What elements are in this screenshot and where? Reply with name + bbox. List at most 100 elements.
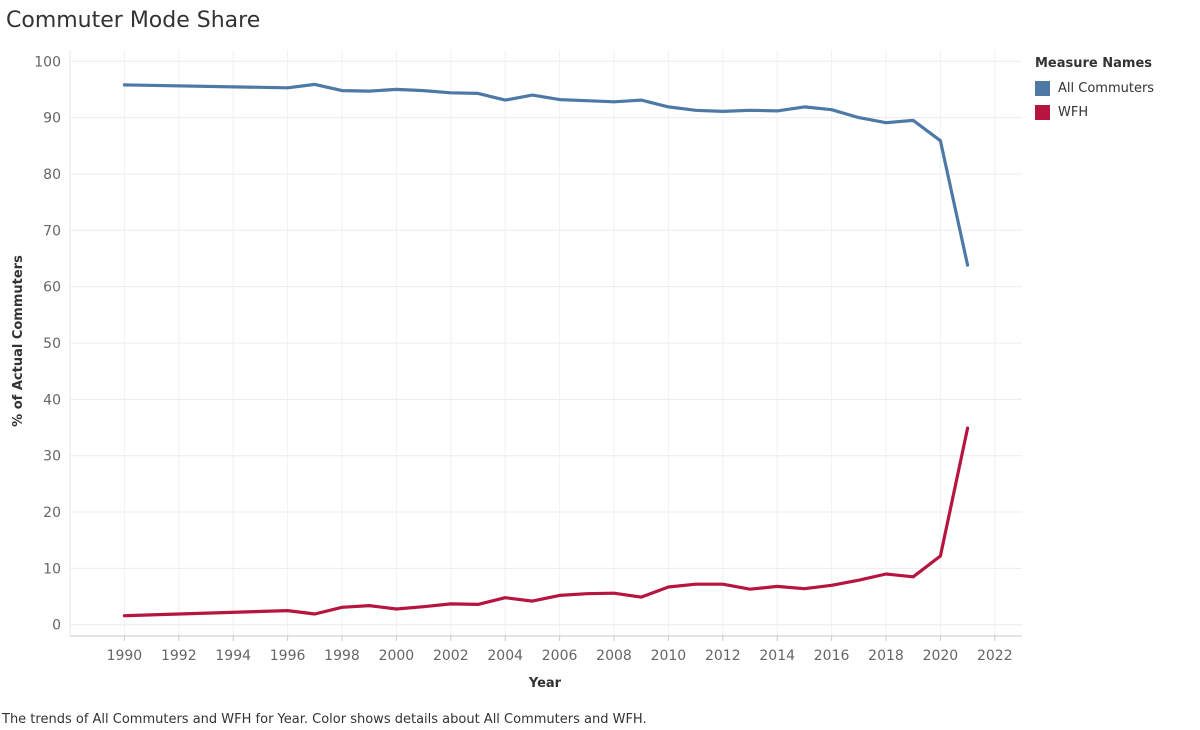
data-point-all-commuters[interactable] xyxy=(691,105,701,115)
data-point-wfh[interactable] xyxy=(827,580,837,590)
data-point-all-commuters[interactable] xyxy=(636,95,646,105)
data-point-all-commuters[interactable] xyxy=(745,105,755,115)
x-tick-label: 1994 xyxy=(215,648,251,664)
legend-label-wfh: WFH xyxy=(1058,104,1089,120)
data-point-all-commuters[interactable] xyxy=(609,97,619,107)
x-tick-label: 2018 xyxy=(868,648,904,664)
data-point-all-commuters[interactable] xyxy=(500,95,510,105)
data-point-wfh[interactable] xyxy=(691,579,701,589)
series-line-wfh[interactable] xyxy=(122,426,970,618)
data-point-wfh[interactable] xyxy=(364,601,374,611)
data-point-wfh[interactable] xyxy=(419,602,429,612)
data-point-all-commuters[interactable] xyxy=(419,86,429,96)
data-point-all-commuters[interactable] xyxy=(364,86,374,96)
x-tick-label: 2020 xyxy=(923,648,959,664)
data-point-wfh[interactable] xyxy=(283,606,293,616)
data-point-all-commuters[interactable] xyxy=(119,80,129,90)
x-tick-label: 2008 xyxy=(596,648,632,664)
data-point-wfh[interactable] xyxy=(663,582,673,592)
data-point-all-commuters[interactable] xyxy=(854,113,864,123)
data-point-all-commuters[interactable] xyxy=(527,90,537,100)
x-tick-label: 2000 xyxy=(379,648,415,664)
data-point-wfh[interactable] xyxy=(119,611,129,621)
y-tick-label: 0 xyxy=(52,618,61,634)
data-point-all-commuters[interactable] xyxy=(337,86,347,96)
data-point-all-commuters[interactable] xyxy=(473,88,483,98)
data-point-wfh[interactable] xyxy=(799,584,809,594)
data-point-wfh[interactable] xyxy=(310,609,320,619)
y-tick-label: 50 xyxy=(43,336,61,352)
legend-swatch-all-commuters xyxy=(1035,80,1050,96)
y-tick-label: 40 xyxy=(43,392,61,408)
y-tick-label: 10 xyxy=(43,561,61,577)
data-point-wfh[interactable] xyxy=(582,589,592,599)
y-tick-label: 80 xyxy=(43,167,61,183)
data-point-wfh[interactable] xyxy=(881,569,891,579)
data-point-wfh[interactable] xyxy=(963,423,973,433)
data-point-all-commuters[interactable] xyxy=(935,136,945,146)
data-point-all-commuters[interactable] xyxy=(881,118,891,128)
data-point-wfh[interactable] xyxy=(935,551,945,561)
x-tick-label: 2004 xyxy=(487,648,523,664)
data-point-wfh[interactable] xyxy=(854,575,864,585)
x-tick-label: 1998 xyxy=(324,648,360,664)
line-chart: 0 10 20 30 40 50 60 70 80 90 100 1990 1992 1994 1996 19… xyxy=(11,50,1022,691)
data-point-all-commuters[interactable] xyxy=(799,102,809,112)
legend-item-all-commuters[interactable]: All Commuters xyxy=(1035,76,1154,100)
y-tick-label: 60 xyxy=(43,280,61,296)
data-point-all-commuters[interactable] xyxy=(582,96,592,106)
data-point-wfh[interactable] xyxy=(609,588,619,598)
x-tick-label: 2016 xyxy=(814,648,850,664)
data-point-wfh[interactable] xyxy=(446,599,456,609)
data-point-wfh[interactable] xyxy=(391,604,401,614)
data-point-wfh[interactable] xyxy=(337,602,347,612)
x-tick-label: 2006 xyxy=(542,648,578,664)
data-point-all-commuters[interactable] xyxy=(908,115,918,125)
data-point-all-commuters[interactable] xyxy=(827,105,837,115)
y-axis-label: % of Actual Commuters xyxy=(11,255,26,427)
data-point-all-commuters[interactable] xyxy=(718,106,728,116)
series-line-all-commuters[interactable] xyxy=(122,82,970,267)
x-tick-label: 2012 xyxy=(705,648,741,664)
data-point-all-commuters[interactable] xyxy=(963,260,973,270)
x-tick-label: 2014 xyxy=(759,648,795,664)
x-tick-label: 1992 xyxy=(161,648,197,664)
data-point-all-commuters[interactable] xyxy=(772,106,782,116)
data-point-all-commuters[interactable] xyxy=(446,88,456,98)
legend-swatch-wfh xyxy=(1035,104,1050,120)
legend: Measure Names All Commuters WFH xyxy=(1035,56,1154,124)
y-tick-label: 90 xyxy=(43,111,61,127)
x-tick-label: 1996 xyxy=(270,648,306,664)
x-tick-label: 2022 xyxy=(977,648,1013,664)
data-point-wfh[interactable] xyxy=(527,596,537,606)
data-point-wfh[interactable] xyxy=(718,579,728,589)
x-axis-label: Year xyxy=(528,676,562,691)
data-point-all-commuters[interactable] xyxy=(283,83,293,93)
data-point-wfh[interactable] xyxy=(772,581,782,591)
data-point-wfh[interactable] xyxy=(908,572,918,582)
data-point-wfh[interactable] xyxy=(745,584,755,594)
data-point-all-commuters[interactable] xyxy=(555,95,565,105)
data-point-all-commuters[interactable] xyxy=(391,84,401,94)
x-tick-label: 2010 xyxy=(651,648,687,664)
y-tick-label: 70 xyxy=(43,223,61,239)
chart-caption: The trends of All Commuters and WFH for … xyxy=(2,712,647,727)
legend-title: Measure Names xyxy=(1035,56,1153,71)
data-point-wfh[interactable] xyxy=(555,590,565,600)
legend-label-all-commuters: All Commuters xyxy=(1058,80,1155,96)
chart-title: Commuter Mode Share xyxy=(6,8,261,33)
legend-item-wfh[interactable]: WFH xyxy=(1035,100,1154,124)
grid-layer xyxy=(70,50,1022,636)
x-tick-label: 1990 xyxy=(107,648,143,664)
data-point-wfh[interactable] xyxy=(500,593,510,603)
data-point-wfh[interactable] xyxy=(473,599,483,609)
data-point-wfh[interactable] xyxy=(636,592,646,602)
y-tick-label: 30 xyxy=(43,449,61,465)
data-point-all-commuters[interactable] xyxy=(663,102,673,112)
axis-layer: 0 10 20 30 40 50 60 70 80 90 100 1990 1992 1994 1996 19… xyxy=(34,50,1022,664)
data-point-all-commuters[interactable] xyxy=(310,79,320,89)
series-layer xyxy=(119,79,973,621)
y-tick-label: 20 xyxy=(43,505,61,521)
x-tick-label: 2002 xyxy=(433,648,469,664)
y-tick-label: 100 xyxy=(34,54,61,70)
